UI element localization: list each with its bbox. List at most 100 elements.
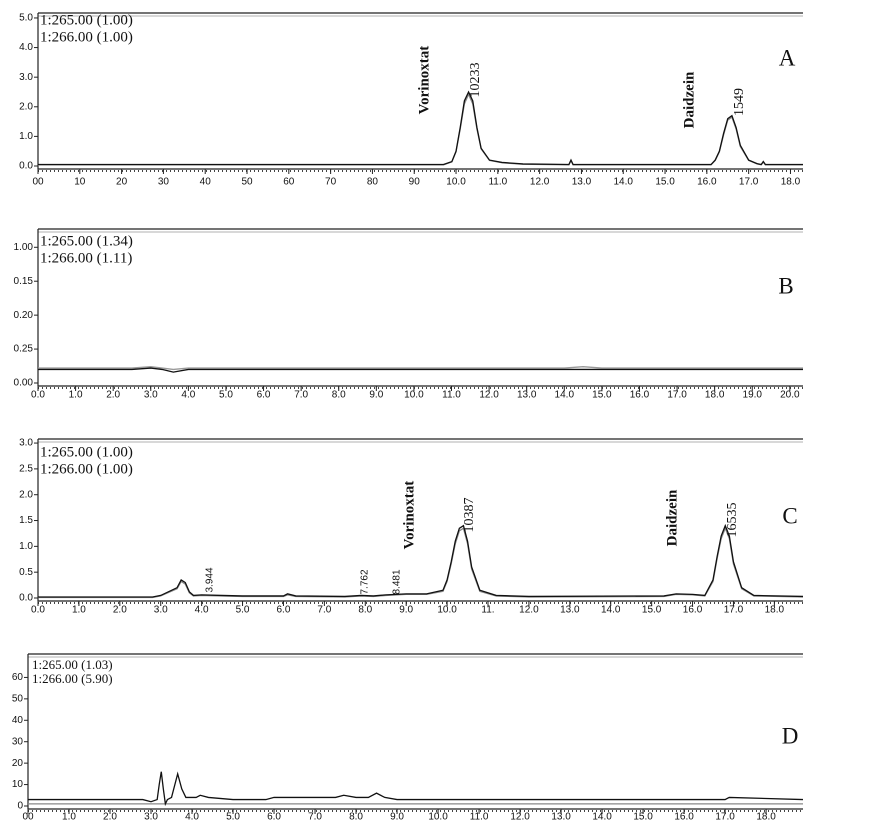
x-tick-label: 70 [325,177,337,188]
legend-entry: 1:265.00 (1.00) [40,12,133,28]
x-tick-label: 10 [74,177,86,188]
x-tick-label: 13.0 [551,812,571,823]
y-tick-label: 4.0 [19,42,33,53]
x-tick-label: 0.0 [31,605,45,616]
x-tick-label: 30 [158,177,170,188]
x-tick-label: 6.0 [277,605,291,616]
x-tick-label: 18.0 [765,605,785,616]
x-tick-label: 2.0 [113,605,127,616]
y-tick-label: 3.0 [19,438,33,449]
x-tick-label: 9.0 [399,605,413,616]
x-tick-label: 80 [367,177,379,188]
x-tick-label: 2.0 [106,390,120,401]
x-tick-label: 00 [32,177,44,188]
panel-label: C [782,503,797,528]
legend-entry: 1:265.00 (1.03) [32,657,113,672]
trace [38,523,804,598]
x-tick-label: 5.0 [236,605,250,616]
x-tick-label: 11.0 [488,177,507,188]
x-tick-label: 7.0 [308,812,322,823]
x-tick-label: 10.0 [446,177,466,188]
x-tick-label: 1.0 [62,812,76,823]
x-tick-label: 16.0 [697,177,717,188]
x-tick-label: 16.0 [683,605,703,616]
y-tick-label: 10 [12,779,24,790]
x-tick-label: 14.0 [592,812,612,823]
x-tick-label: 16.0 [674,812,694,823]
peak-annotation: Vorinoxtat [416,46,432,115]
y-tick-label: 50 [12,693,24,704]
x-tick-label: 8.0 [349,812,363,823]
x-tick-label: 8.0 [358,605,372,616]
legend-entry: 1:266.00 (1.00) [40,29,133,45]
x-tick-label: 18.0 [781,177,801,188]
x-tick-label: 10.0 [428,812,448,823]
x-tick-label: 17.0 [715,812,735,823]
trace [38,90,803,166]
trace [38,367,803,373]
y-tick-label: 1.0 [19,131,33,142]
x-tick-label: 0.0 [31,390,45,401]
x-tick-label: 3.0 [144,390,158,401]
x-tick-label: 6.0 [267,812,281,823]
x-tick-label: 11. [481,605,494,616]
x-tick-label: 9.0 [390,812,404,823]
x-tick-label: 3.0 [154,605,168,616]
legend-entry: 1:265.00 (1.34) [40,233,133,249]
legend-entry: 1:266.00 (5.90) [32,671,113,686]
x-tick-label: 7.0 [317,605,331,616]
y-tick-label: 40 [12,715,24,726]
x-tick-label: 15.0 [633,812,653,823]
peak-annotation: 7.762 [360,569,371,594]
x-tick-label: 17.0 [724,605,744,616]
y-tick-label: 0.5 [19,567,33,578]
x-tick-label: 15.0 [592,390,612,401]
x-tick-label: 14.0 [601,605,621,616]
y-tick-label: 0.15 [14,276,34,287]
peak-annotation: 16535 [725,503,740,538]
peak-annotation: Daidzein [664,489,680,546]
x-tick-label: 14.0 [614,177,634,188]
x-tick-label: 10.0 [437,605,457,616]
peak-annotation: Daidzein [681,71,697,128]
x-tick-label: 14.0 [555,390,575,401]
x-tick-label: 18.0 [756,812,776,823]
legend-entry: 1:266.00 (1.11) [40,250,132,266]
x-tick-label: 12.0 [510,812,530,823]
y-tick-label: 2.0 [19,101,33,112]
legend-entry: 1:265.00 (1.00) [40,444,133,460]
panel-label: D [782,723,799,748]
x-tick-label: 13.0 [517,390,537,401]
y-tick-label: 30 [12,736,24,747]
trace [38,526,804,599]
x-tick-label: 20.0 [780,390,800,401]
x-tick-label: 4.0 [185,812,199,823]
x-tick-label: 9.0 [369,390,383,401]
x-tick-label: 17.0 [667,390,687,401]
x-tick-label: 18.0 [705,390,725,401]
peak-annotation: 10387 [462,498,477,533]
x-tick-label: 15.0 [642,605,662,616]
x-tick-label: 1.0 [72,605,86,616]
y-tick-label: 60 [12,672,24,683]
legend-entry: 1:266.00 (1.00) [40,461,133,477]
x-tick-label: 90 [409,177,421,188]
y-tick-label: 0.00 [14,378,34,389]
x-tick-label: 2.0 [103,812,117,823]
x-tick-label: 5.0 [226,812,240,823]
trace [28,771,804,807]
x-tick-label: 4.0 [195,605,209,616]
y-tick-label: 1.5 [19,515,33,526]
x-tick-label: 3.0 [144,812,158,823]
x-tick-label: 8.0 [332,390,346,401]
y-tick-label: 3.0 [19,72,33,83]
peak-annotation: Vorinoxtat [401,481,417,550]
x-tick-label: 11.0 [442,390,461,401]
y-tick-label: 2.5 [19,464,33,475]
x-tick-label: 60 [283,177,295,188]
y-tick-label: 0.0 [19,593,33,604]
x-tick-label: 40 [200,177,212,188]
x-tick-label: 6.0 [257,390,271,401]
